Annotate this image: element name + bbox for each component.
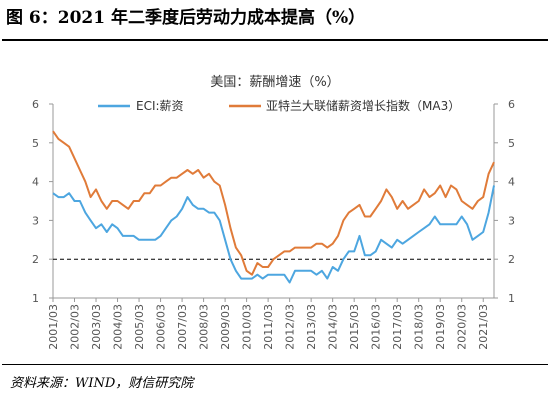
series-lines [52, 130, 495, 284]
y-left-tick-label: 1 [32, 292, 39, 305]
y-right-tick-label: 4 [508, 176, 515, 189]
x-tick-label: 2007/03 [176, 304, 189, 350]
x-axis: 2001/03 2002/03 2003/03 2004/03 2005/03 2006/… [47, 298, 490, 350]
x-tick-label: 2018/03 [413, 304, 426, 350]
x-tick-label: 2006/03 [155, 304, 168, 350]
x-tick-label: 2013/03 [305, 304, 318, 350]
y-left-tick-label: 4 [32, 176, 39, 189]
x-tick-label: 2004/03 [112, 304, 125, 350]
x-tick-label: 2003/03 [90, 304, 103, 350]
y-left-tick-label: 3 [32, 214, 39, 227]
y-right-tick-label: 1 [508, 292, 515, 305]
x-tick-label: 2017/03 [391, 304, 404, 350]
x-tick-label: 2005/03 [133, 304, 146, 350]
y-axis-left: 1 2 3 4 5 6 [32, 98, 53, 305]
legend: ECI:薪资 亚特兰大联储薪资增长指数（MA3） [98, 98, 460, 113]
y-left-tick-label: 2 [32, 253, 39, 266]
y-right-tick-label: 5 [508, 137, 515, 150]
y-left-tick-label: 6 [32, 98, 39, 111]
series-line-eci [52, 185, 495, 284]
source-note: 资料来源：WIND，财信研究院 [10, 376, 194, 391]
axes [52, 104, 495, 299]
x-tick-label: 2001/03 [47, 304, 60, 350]
x-tick-label: 2002/03 [69, 304, 82, 350]
y-axis-right: 1 2 3 4 5 6 [494, 98, 515, 305]
x-tick-label: 2010/03 [241, 304, 254, 350]
title-rule [2, 39, 548, 41]
series-line-atlanta-index [52, 130, 495, 276]
x-tick-label: 2015/03 [348, 304, 361, 350]
x-tick-label: 2014/03 [327, 304, 340, 350]
x-tick-label: 2021/03 [477, 304, 490, 350]
x-tick-label: 2019/03 [434, 304, 447, 350]
legend-label-atlanta-index: 亚特兰大联储薪资增长指数（MA3） [266, 98, 460, 113]
x-tick-label: 2020/03 [456, 304, 469, 350]
x-tick-label: 2012/03 [284, 304, 297, 350]
x-tick-label: 2008/03 [198, 304, 211, 350]
y-right-tick-label: 2 [508, 253, 515, 266]
figure-title: 图 6：2021 年二季度后劳动力成本提高（%） [6, 8, 366, 28]
legend-label-eci: ECI:薪资 [136, 99, 184, 113]
x-tick-label: 2009/03 [219, 304, 232, 350]
y-right-tick-label: 3 [508, 214, 515, 227]
x-tick-label: 2011/03 [262, 304, 275, 350]
y-right-tick-label: 6 [508, 98, 515, 111]
y-left-tick-label: 5 [32, 137, 39, 150]
source-rule [2, 364, 548, 365]
chart-title: 美国：薪酬增速（%） [210, 75, 339, 90]
x-tick-label: 2016/03 [370, 304, 383, 350]
